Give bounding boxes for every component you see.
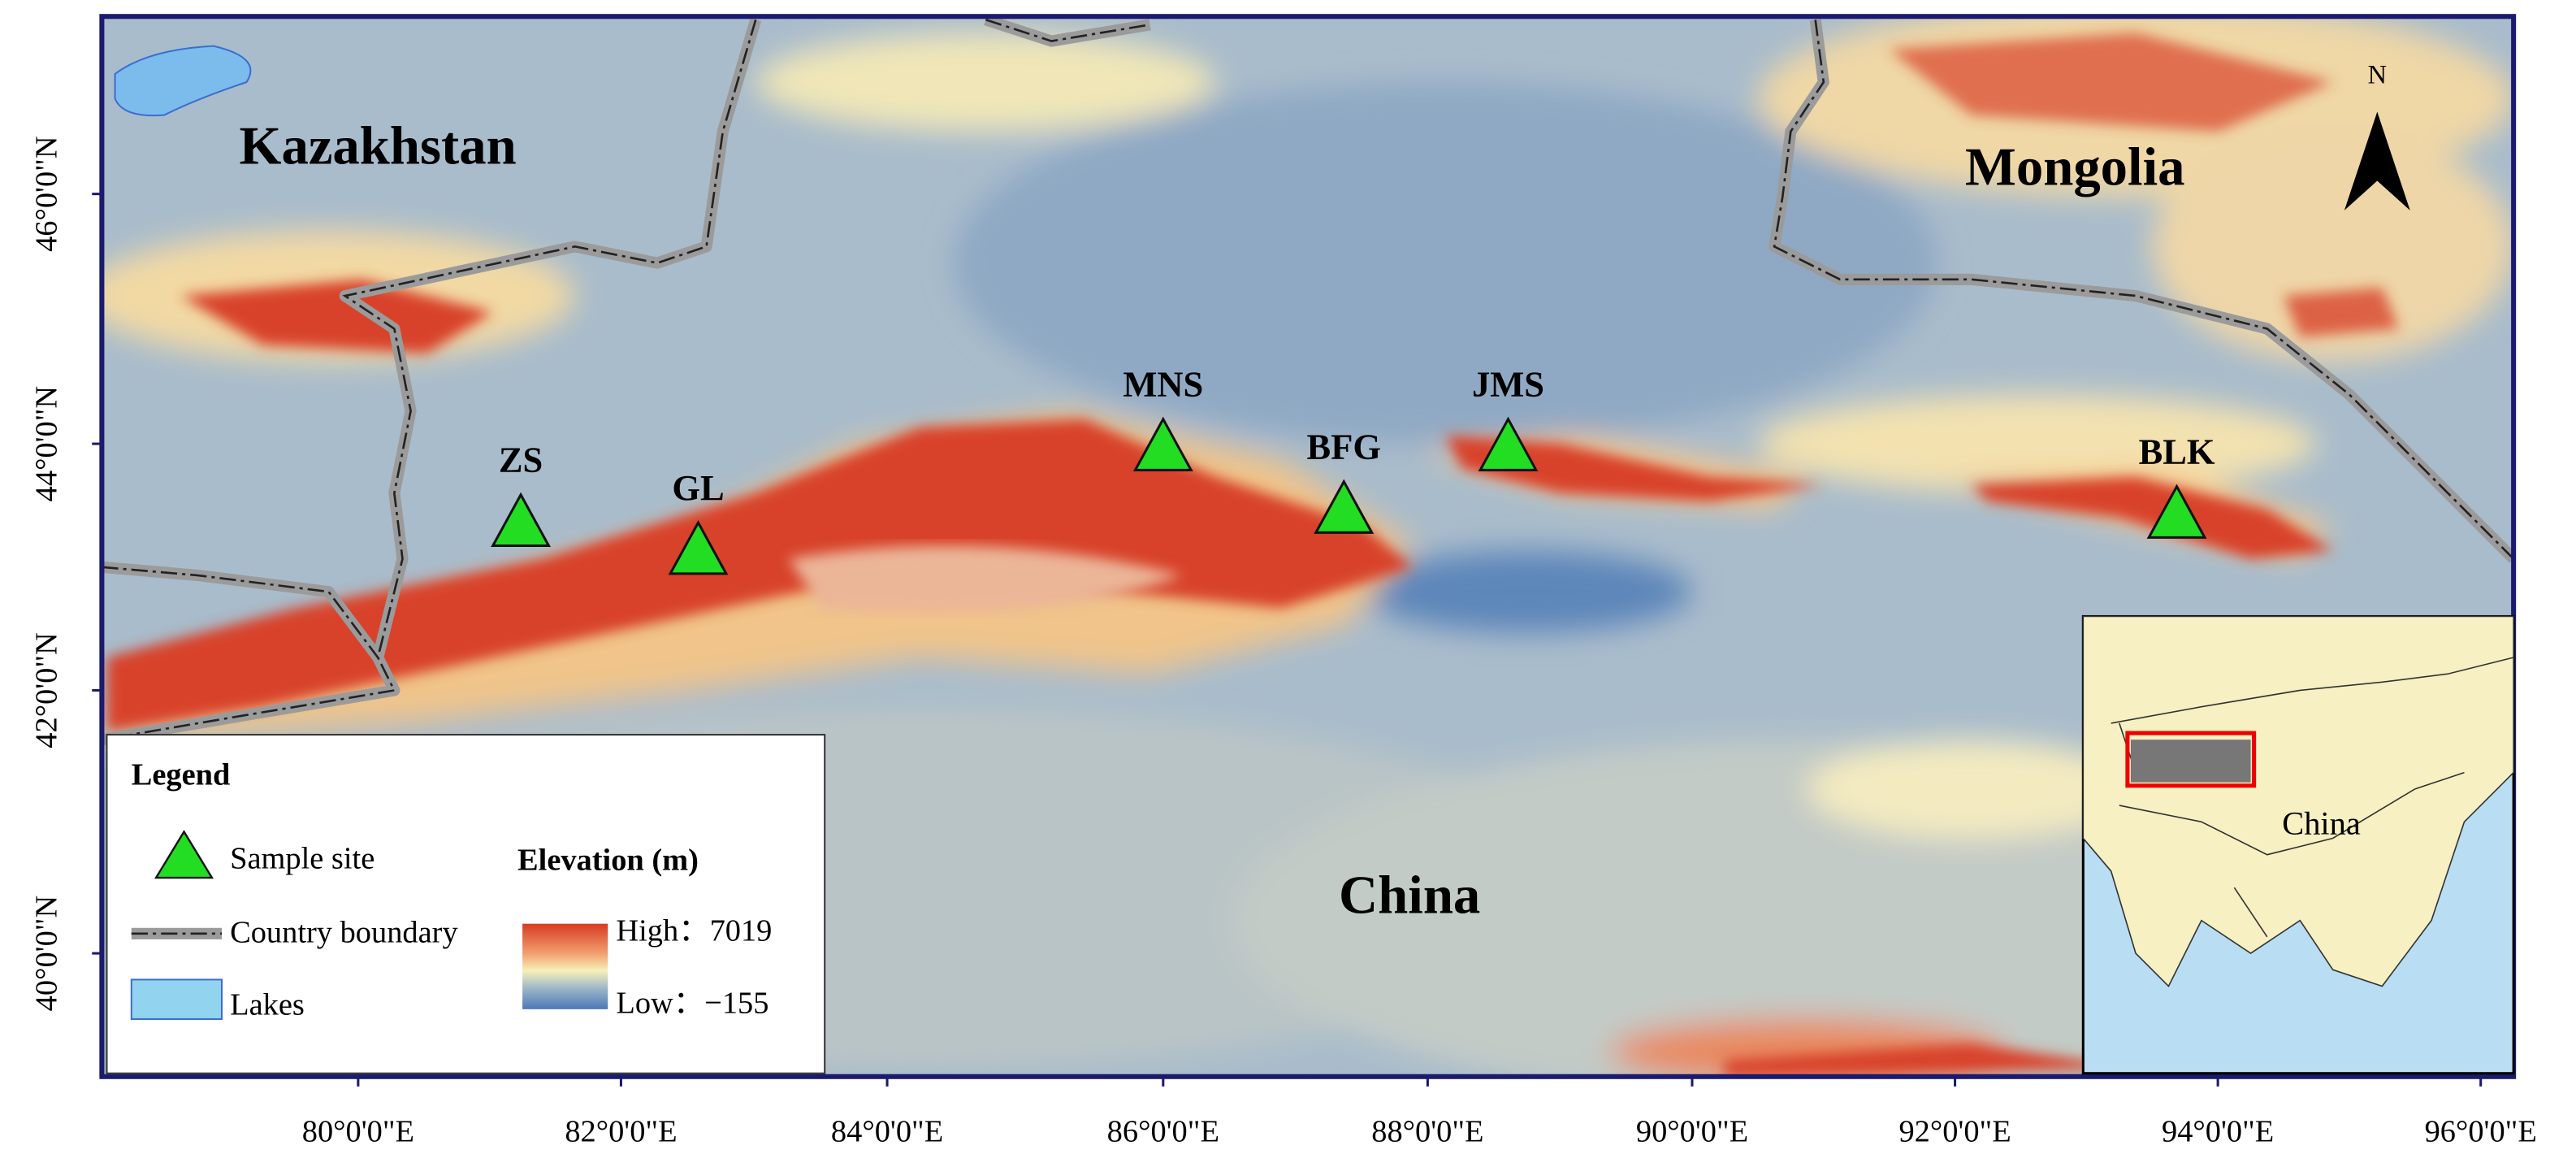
site-label: ZS xyxy=(499,440,543,480)
north-arrow: N xyxy=(2344,59,2410,210)
longitude-label: 88°0'0"E xyxy=(1371,1114,1483,1148)
legend-item: Sample site xyxy=(230,842,374,876)
site-marker xyxy=(491,492,552,547)
longitude-label: 82°0'0"E xyxy=(565,1114,677,1148)
site-marker xyxy=(1314,479,1375,534)
site-label: MNS xyxy=(1123,364,1203,405)
site-label: JMS xyxy=(1472,364,1544,405)
site-marker xyxy=(2146,484,2207,539)
site-marker xyxy=(1132,416,1193,471)
legend-item: Country boundary xyxy=(230,916,458,950)
longitude-label: 90°0'0"E xyxy=(1636,1114,1748,1148)
longitude-label: 80°0'0"E xyxy=(302,1114,414,1148)
legend-item: Lakes xyxy=(230,988,305,1022)
elevation-title: Elevation (m) xyxy=(517,844,699,878)
map-frame xyxy=(99,14,2517,1079)
legend: Legend Sample site Country boundary Lake… xyxy=(106,734,826,1074)
longitude-label: 96°0'0"E xyxy=(2425,1114,2537,1148)
elevation-high: High：7019 xyxy=(616,914,772,948)
inset-label: China xyxy=(2282,805,2361,842)
site-label: BLK xyxy=(2139,431,2215,471)
inset-map: China xyxy=(2081,614,2515,1075)
country-label: China xyxy=(1339,866,1480,926)
site-marker xyxy=(668,520,729,575)
longitude-label: 84°0'0"E xyxy=(831,1114,943,1148)
country-label: Mongolia xyxy=(1965,138,2185,197)
longitude-label: 92°0'0"E xyxy=(1898,1114,2011,1148)
elevation-low: Low：−155 xyxy=(616,987,768,1021)
longitude-label: 94°0'0"E xyxy=(2162,1114,2274,1148)
site-marker xyxy=(1478,416,1539,471)
site-label: GL xyxy=(672,467,724,508)
latitude-label: 46°0'0"N xyxy=(29,136,63,252)
latitude-label: 42°0'0"N xyxy=(29,632,63,748)
country-label: Kazakhstan xyxy=(240,116,517,176)
graticule-labels: 80°0'0"E 82°0'0"E 84°0'0"E 86°0'0"E 88°0'0"E… xyxy=(29,136,2536,1148)
country-boundaries xyxy=(102,16,2514,746)
north-label: N xyxy=(2368,59,2387,89)
sample-sites: ZS GL MNS BFG JMS BLK xyxy=(491,364,2215,575)
latitude-label: 44°0'0"N xyxy=(29,386,63,502)
latitude-label: 40°0'0"N xyxy=(29,896,63,1012)
longitude-label: 86°0'0"E xyxy=(1107,1114,1219,1148)
site-label: BFG xyxy=(1307,426,1381,466)
legend-title: Legend xyxy=(132,757,231,792)
